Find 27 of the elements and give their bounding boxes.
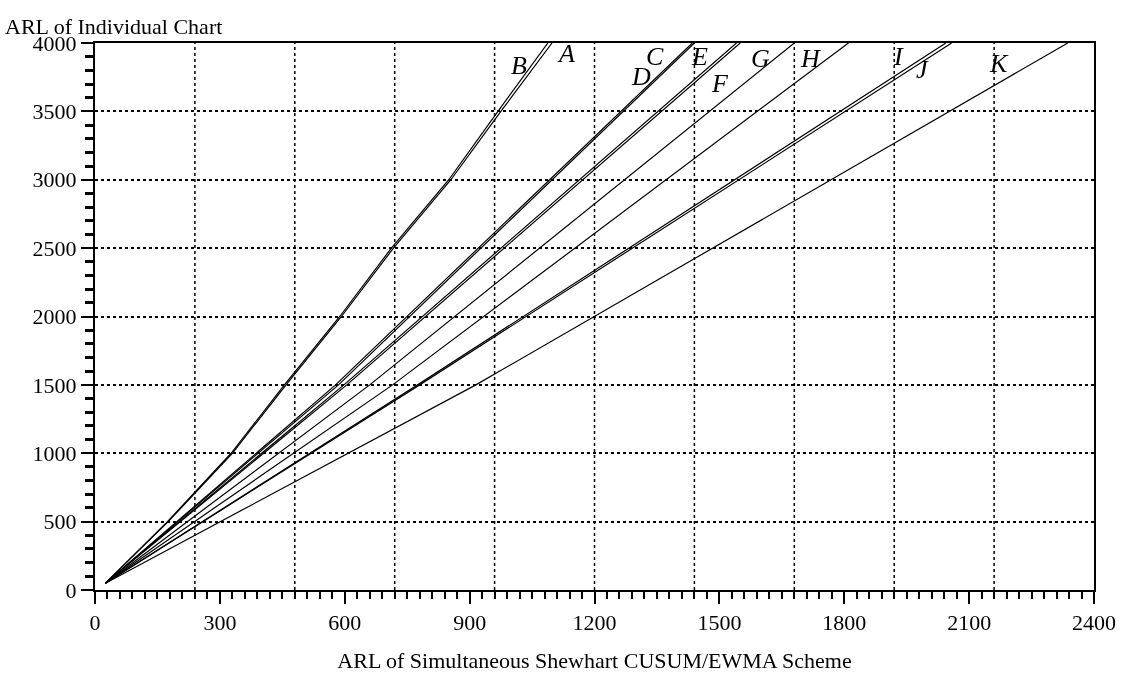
series-label: E: [691, 42, 708, 71]
x-tick-label: 300: [203, 610, 237, 636]
series-label: A: [557, 39, 575, 68]
y-tick-label: 2500: [32, 235, 77, 261]
x-tick-label: 1200: [572, 610, 617, 636]
series-label: G: [751, 44, 770, 73]
x-axis-title: ARL of Simultaneous Shewhart CUSUM/EWMA Scheme: [337, 647, 852, 673]
series-label: H: [800, 44, 821, 73]
x-tick-label: 1500: [697, 610, 742, 636]
x-tick-label: 600: [328, 610, 362, 636]
y-tick-label: 2000: [32, 304, 77, 330]
series-label: I: [893, 42, 904, 71]
x-tick-label: 1800: [822, 610, 867, 636]
x-tick-label: 0: [89, 610, 101, 636]
series-label: J: [916, 55, 929, 84]
y-tick-label: 1500: [32, 372, 77, 398]
series-label: B: [511, 51, 527, 80]
y-tick-label: 3000: [32, 167, 77, 193]
y-tick-label: 1000: [32, 440, 77, 466]
y-tick-label: 0: [65, 577, 77, 603]
y-tick-label: 3500: [32, 99, 77, 125]
y-tick-label: 500: [43, 509, 77, 535]
series-label: K: [989, 49, 1009, 78]
x-tick-label: 900: [453, 610, 487, 636]
series-label: F: [711, 69, 729, 98]
x-tick-label: 2400: [1072, 610, 1116, 636]
x-tick-label: 2100: [947, 610, 992, 636]
